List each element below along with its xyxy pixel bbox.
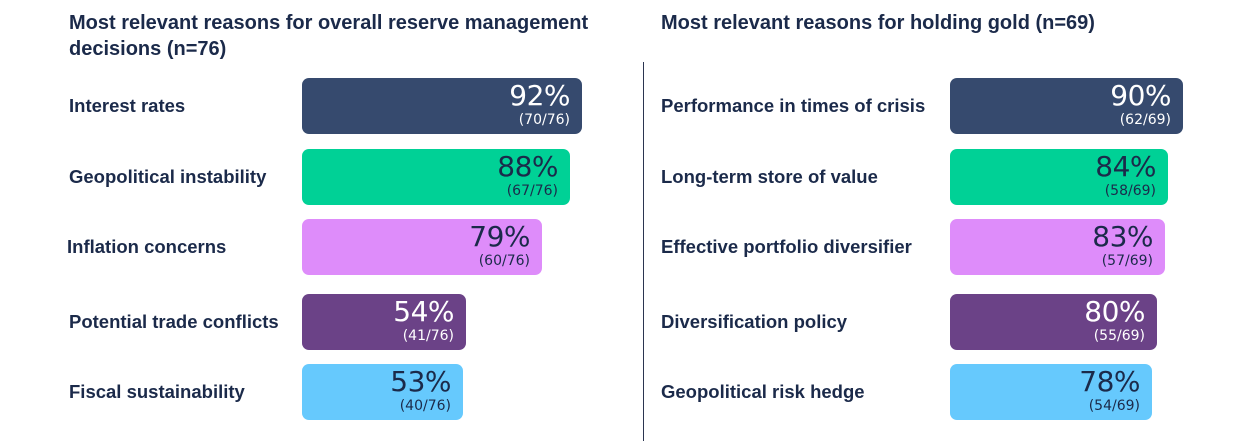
category-label: Potential trade conflicts — [69, 311, 279, 332]
panel-divider — [643, 62, 644, 441]
category-label: Long-term store of value — [661, 166, 878, 187]
bar: 84% (58/69) — [950, 149, 1168, 205]
category-label: Inflation concerns — [67, 236, 227, 257]
bar: 78% (54/69) — [950, 364, 1152, 420]
value-label: 92% — [509, 79, 570, 112]
value-label: 80% — [1084, 295, 1145, 328]
value-label: 79% — [469, 220, 530, 253]
category-label: Effective portfolio diversifier — [661, 236, 912, 257]
count-label: (41/76) — [402, 328, 454, 344]
category-label: Fiscal sustainability — [69, 381, 245, 402]
value-label: 83% — [1092, 220, 1153, 253]
bar: 53% (40/76) — [302, 364, 463, 420]
category-label: Geopolitical risk hedge — [661, 381, 865, 402]
chart-title: Most relevant reasons for holding gold (… — [661, 12, 1095, 34]
count-label: (62/69) — [1119, 112, 1171, 128]
value-label: 53% — [390, 365, 451, 398]
bar: 88% (67/76) — [302, 149, 570, 205]
category-label: Performance in times of crisis — [661, 95, 926, 116]
category-label: Geopolitical instability — [69, 166, 267, 187]
bar: 54% (41/76) — [302, 294, 466, 350]
category-label: Interest rates — [69, 95, 186, 116]
count-label: (57/69) — [1101, 253, 1153, 269]
count-label: (67/76) — [506, 183, 558, 199]
value-label: 88% — [497, 150, 558, 183]
value-label: 54% — [393, 295, 454, 328]
chart-title: Most relevant reasons for overall reserv… — [69, 12, 589, 60]
count-label: (55/69) — [1093, 328, 1145, 344]
count-label: (40/76) — [399, 398, 451, 414]
count-label: (58/69) — [1104, 183, 1156, 199]
category-label: Diversification policy — [661, 311, 848, 332]
reserve-management-chart: Most relevant reasons for overall reserv… — [67, 12, 589, 420]
bar: 79% (60/76) — [302, 219, 542, 275]
value-label: 90% — [1110, 79, 1171, 112]
bar: 90% (62/69) — [950, 78, 1183, 134]
count-label: (60/76) — [478, 253, 530, 269]
count-label: (70/76) — [518, 112, 570, 128]
gold-holding-chart: Most relevant reasons for holding gold (… — [645, 0, 1240, 441]
value-label: 84% — [1095, 150, 1156, 183]
bar: 92% (70/76) — [302, 78, 582, 134]
bar: 80% (55/69) — [950, 294, 1157, 350]
count-label: (54/69) — [1088, 398, 1140, 414]
value-label: 78% — [1079, 365, 1140, 398]
bar: 83% (57/69) — [950, 219, 1165, 275]
